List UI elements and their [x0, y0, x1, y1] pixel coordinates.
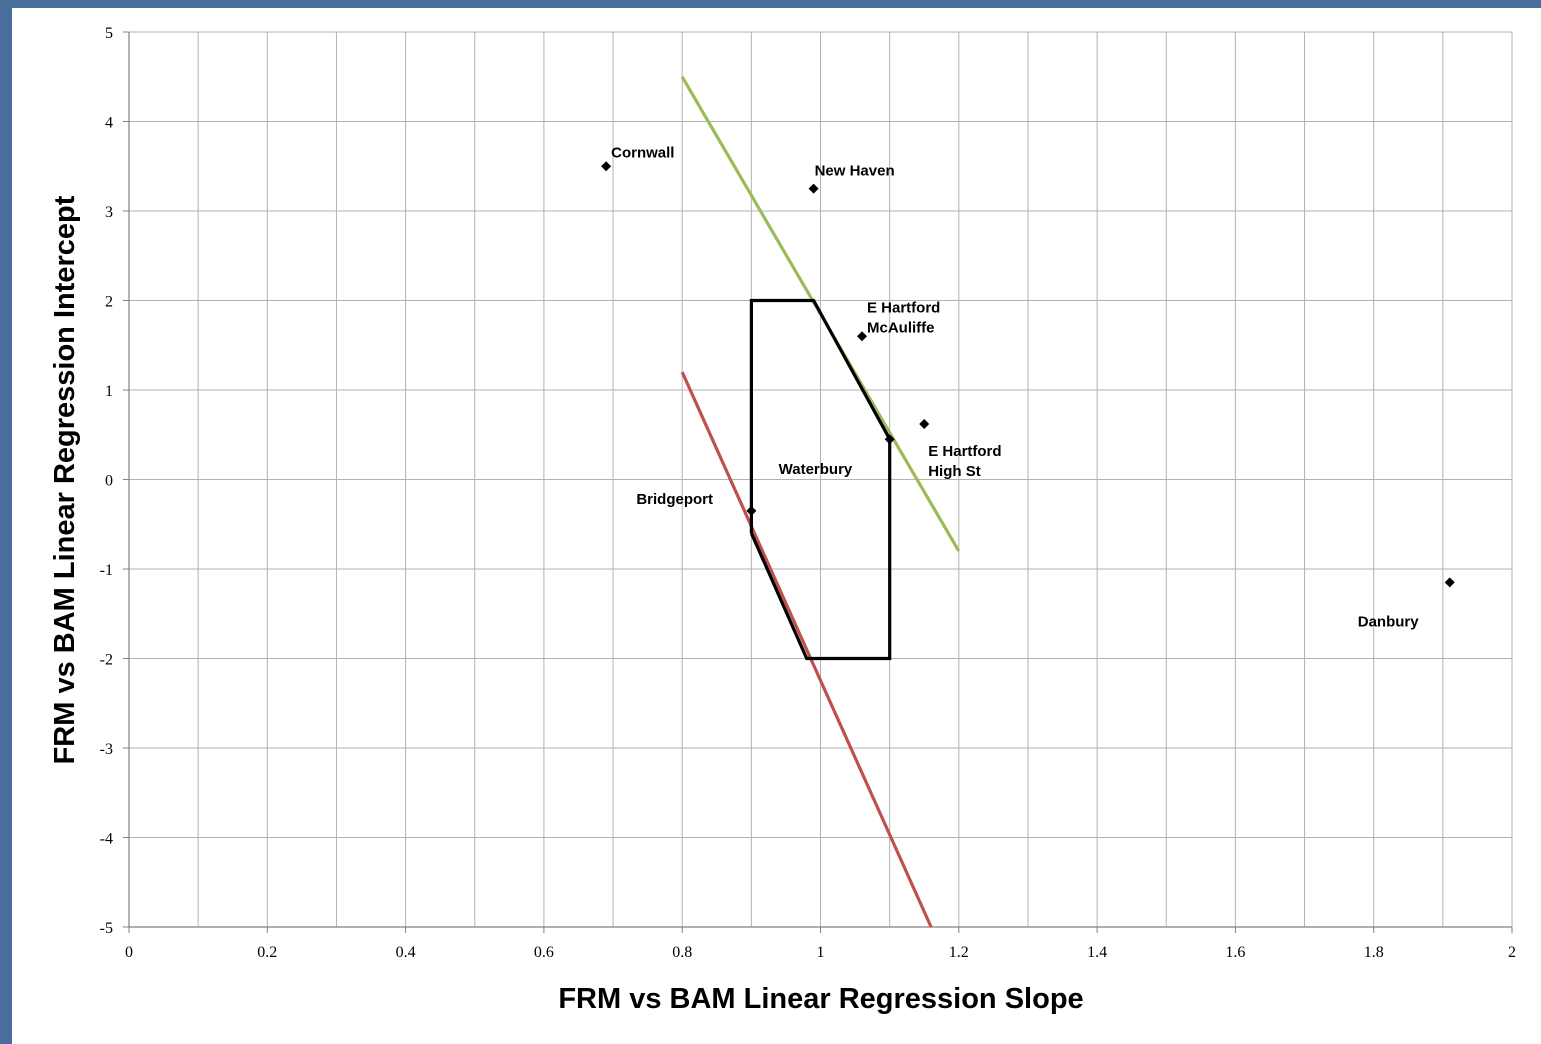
data-point-label: Waterbury [779, 461, 853, 478]
data-point-label-line: E Hartford [928, 443, 1001, 460]
y-tick-label: 1 [105, 383, 113, 400]
data-point-marker [1444, 577, 1455, 588]
x-tick-label: 1.2 [949, 944, 969, 961]
y-tick-label: 3 [105, 204, 113, 221]
x-tick-label: 0.6 [534, 944, 554, 961]
data-point-label: New Haven [815, 163, 895, 180]
data-point-marker [856, 331, 867, 342]
lower-limit-line [680, 371, 933, 928]
y-tick-label: -1 [100, 562, 113, 579]
x-tick-label: 0 [125, 944, 133, 961]
data-point-label-line: High St [928, 463, 981, 480]
x-tick-label: 0.8 [672, 944, 692, 961]
data-point-marker [884, 434, 895, 445]
data-point-label: E Hartford McAuliffe [867, 299, 940, 336]
y-tick-label: -5 [100, 920, 113, 937]
x-tick-label: 0.4 [396, 944, 416, 961]
data-point-label: Cornwall [611, 144, 674, 161]
y-tick-label: 4 [105, 115, 113, 132]
x-tick-label: 1.4 [1087, 944, 1107, 961]
y-axis-title: FRM vs BAM Linear Regression Intercept [49, 195, 81, 764]
data-point-label-line: Cornwall [611, 144, 674, 161]
y-tick-label: -2 [100, 652, 113, 669]
data-point-label: E Hartford High St [928, 443, 1001, 480]
data-point-marker [746, 505, 757, 516]
data-points [601, 161, 1455, 588]
x-tick-labels: 0 0.2 0.4 0.6 0.8 1 1.2 1.4 1.6 1.8 2 [125, 944, 1516, 961]
y-tick-label: -3 [100, 741, 113, 758]
y-tick-label: 0 [105, 473, 113, 490]
data-point-marker [601, 161, 612, 172]
y-tick-labels: 5 4 3 2 1 0 -1 -2 -3 -4 -5 [100, 25, 113, 937]
data-point-marker [919, 419, 930, 430]
x-tick-label: 2 [1508, 944, 1516, 961]
x-tick-label: 0.2 [257, 944, 277, 961]
data-point-label: Danbury [1358, 613, 1420, 630]
y-tick-label: 2 [105, 294, 113, 311]
x-tick-label: 1.6 [1225, 944, 1245, 961]
data-point-label-line: E Hartford [867, 299, 940, 316]
data-point-label-line: Bridgeport [636, 491, 713, 508]
x-tick-label: 1.8 [1364, 944, 1384, 961]
data-point-label-line: New Haven [815, 163, 895, 180]
axes [123, 31, 1513, 933]
data-point-label-line: Waterbury [779, 461, 853, 478]
x-axis-title: FRM vs BAM Linear Regression Slope [558, 983, 1083, 1015]
chart-frame: 0 0.2 0.4 0.6 0.8 1 1.2 1.4 1.6 1.8 2 5 4 3 2 1 0 -1 -2 -3… [12, 8, 1541, 1044]
data-point-label-line: Danbury [1358, 613, 1420, 630]
data-point-label-line: McAuliffe [867, 319, 935, 336]
y-tick-label: 5 [105, 25, 113, 42]
data-point-label: Bridgeport [636, 491, 713, 508]
y-tick-label: -4 [100, 831, 113, 848]
scatter-chart: 0 0.2 0.4 0.6 0.8 1 1.2 1.4 1.6 1.8 2 5 4 3 2 1 0 -1 -2 -3… [49, 25, 1516, 1015]
x-tick-label: 1 [817, 944, 825, 961]
data-point-marker [808, 183, 819, 194]
